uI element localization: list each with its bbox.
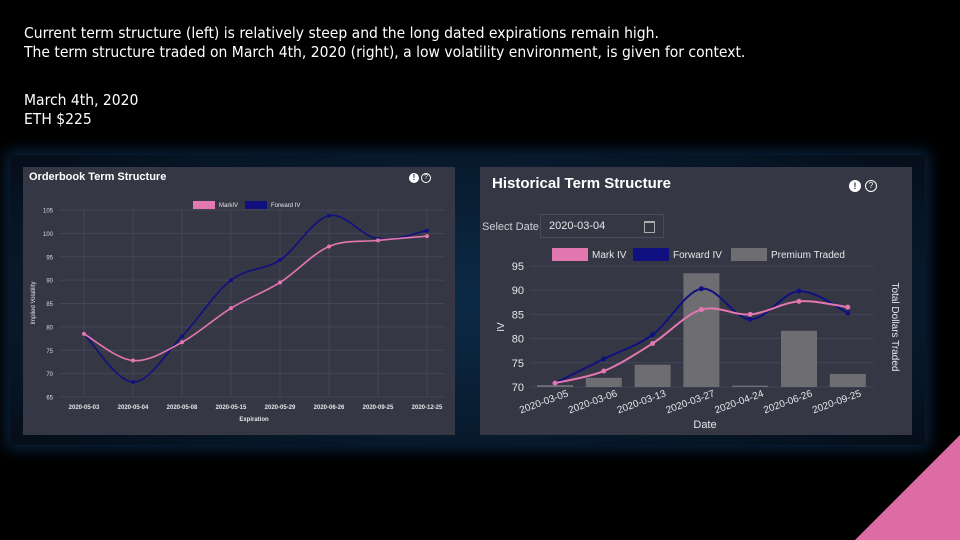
forward-iv-point	[327, 213, 331, 218]
y-tick-label: 80	[512, 334, 524, 346]
markiv-point	[376, 238, 380, 243]
x-tick-label: 2020-05-29	[265, 405, 296, 411]
mark-iv-point	[698, 307, 704, 313]
caption-eth-price: ETH $225	[24, 110, 92, 128]
x-tick-label: 2020-03-27	[665, 388, 717, 416]
x-tick-label: 2020-05-04	[118, 405, 149, 411]
caption-line-2: The term structure traded on March 4th, …	[24, 43, 746, 61]
y-tick-label: 65	[46, 396, 53, 402]
legend-swatch-markiv	[193, 201, 215, 209]
x-tick-label: 2020-05-03	[69, 405, 100, 411]
legend-label-forward-iv: Forward IV	[271, 203, 300, 209]
legend-label-mark-iv: Mark IV	[592, 250, 627, 261]
x-axis-title: Expiration	[239, 417, 269, 423]
markiv-point	[327, 244, 331, 249]
legend-swatch-mark-iv	[552, 248, 588, 261]
mark-iv-point	[796, 298, 802, 304]
markiv-point	[131, 358, 135, 363]
forward-iv-point	[180, 334, 184, 339]
legend-label-markiv: MarkIV	[219, 203, 238, 209]
legend-swatch-forward-iv	[633, 248, 669, 261]
mark-iv-point	[552, 380, 558, 386]
y-tick-label: 95	[512, 261, 524, 273]
y-tick-label: 75	[46, 349, 53, 355]
markiv-point	[180, 340, 184, 345]
forward-iv-point	[698, 286, 704, 292]
markiv-point	[278, 280, 282, 285]
date-picker-input[interactable]: 2020-03-04	[540, 214, 664, 238]
panel-title: Historical Term Structure	[492, 175, 671, 192]
x-tick-label: 2020-03-05	[518, 388, 570, 416]
y-tick-label: 90	[512, 285, 524, 297]
legend-swatch-forward-iv	[245, 201, 267, 209]
orderbook-term-structure-panel: Orderbook Term Structure ! ? 65 70 75 80 85 9…	[23, 167, 455, 435]
forward-iv-point	[845, 310, 851, 316]
y-tick-label: 70	[512, 382, 524, 394]
markiv-line	[83, 235, 428, 362]
forward-iv-point	[796, 288, 802, 294]
y-tick-label: 100	[43, 232, 54, 238]
forward-iv-point	[601, 356, 607, 362]
forward-iv-point	[229, 278, 233, 283]
panel-title: Orderbook Term Structure	[29, 171, 167, 183]
x-tick-label: 2020-09-25	[811, 388, 863, 416]
x-tick-label: 2020-12-25	[412, 405, 443, 411]
y-tick-label: 85	[512, 309, 524, 321]
premium-traded-bar	[781, 330, 817, 387]
historical-term-structure-chart: 70 75 80 85 90 95 IV Total Dollars Traded Mark I…	[496, 248, 900, 431]
select-date-label: Select Date	[482, 221, 539, 233]
date-picker-value: 2020-03-04	[549, 220, 606, 232]
x-tick-label: 2020-05-15	[216, 405, 247, 411]
x-tick-label: 2020-05-08	[167, 405, 198, 411]
caption-date: March 4th, 2020	[24, 91, 139, 109]
premium-traded-bar	[585, 377, 622, 387]
x-tick-label: 2020-06-26	[314, 405, 345, 411]
historical-term-structure-panel: Historical Term Structure ! ? Select Dat…	[480, 167, 912, 435]
x-tick-label: 2020-03-06	[567, 388, 619, 416]
y-axis-title: IV	[496, 322, 507, 332]
y-tick-label: 85	[46, 302, 53, 308]
markiv-point	[82, 331, 86, 336]
y-tick-label: 90	[46, 279, 53, 285]
info-icon[interactable]: !	[849, 180, 861, 192]
decorative-corner-triangle	[855, 435, 960, 540]
legend-swatch-premium-traded	[731, 248, 767, 261]
mark-iv-point	[601, 368, 607, 374]
legend-label-premium-traded: Premium Traded	[771, 250, 845, 261]
x-tick-label: 2020-04-24	[713, 388, 765, 416]
markiv-point	[425, 234, 429, 239]
markiv-point	[229, 306, 233, 311]
calendar-icon[interactable]	[644, 221, 655, 233]
forward-iv-point	[278, 258, 282, 263]
orderbook-term-structure-chart: 65 70 75 80 85 90 95 100 105 2020-05-03 2020-05-04…	[31, 201, 445, 423]
forward-iv-point	[425, 228, 429, 233]
legend-label-forward-iv: Forward IV	[673, 250, 722, 261]
mark-iv-point	[747, 311, 753, 317]
forward-iv-point	[650, 332, 656, 338]
mark-iv-point	[845, 304, 851, 310]
forward-iv-point	[131, 380, 135, 385]
help-icon[interactable]: ?	[865, 180, 877, 192]
y-axis-title: Implied Volatility	[31, 281, 37, 324]
mark-iv-point	[650, 340, 656, 346]
premium-traded-bar	[732, 385, 769, 387]
y2-axis-title: Total Dollars Traded	[889, 283, 900, 372]
info-icon[interactable]: !	[409, 173, 419, 183]
premium-traded-bar	[634, 364, 671, 387]
x-tick-label: 2020-09-25	[363, 405, 394, 411]
x-axis-title: Date	[693, 419, 716, 431]
y-tick-label: 105	[43, 209, 54, 215]
y-tick-label: 80	[46, 325, 53, 331]
premium-traded-bar	[537, 385, 573, 387]
y-tick-label: 75	[512, 358, 524, 370]
y-tick-label: 95	[46, 255, 53, 261]
y-tick-label: 70	[46, 372, 53, 378]
help-icon[interactable]: ?	[421, 173, 431, 183]
forward-iv-point	[747, 316, 753, 322]
x-tick-label: 2020-03-13	[616, 388, 668, 416]
premium-traded-bar	[829, 373, 866, 387]
caption-line-1: Current term structure (left) is relativ…	[24, 24, 659, 42]
x-tick-label: 2020-06-26	[762, 388, 814, 416]
